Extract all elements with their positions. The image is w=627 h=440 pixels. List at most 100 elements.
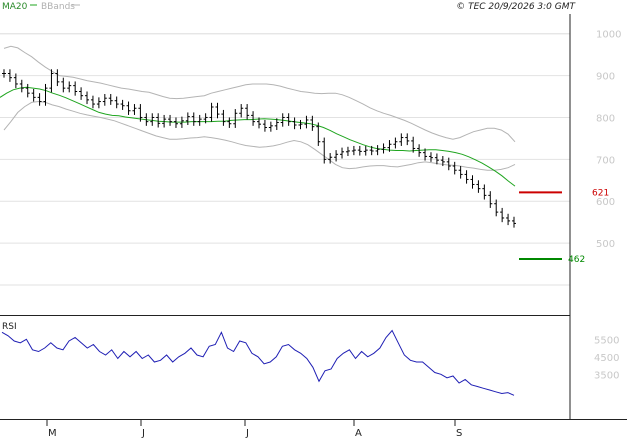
price-bar: [345, 146, 350, 156]
price-panel: [0, 14, 570, 315]
rsi-tick-label: 5500: [594, 335, 619, 346]
price-bar: [488, 191, 493, 208]
price-bar: [96, 97, 101, 109]
price-bar: [351, 145, 356, 156]
price-tick-label: 1000: [596, 30, 621, 41]
price-bar: [375, 145, 380, 156]
price-bar: [423, 148, 428, 161]
price-bar: [179, 116, 184, 128]
price-bar: [43, 83, 48, 106]
price-bar: [458, 166, 463, 179]
price-bar: [221, 109, 226, 126]
month-label: J: [245, 428, 249, 439]
price-bar: [2, 69, 6, 78]
support-level-label: 462: [568, 255, 585, 265]
price-bar: [102, 94, 107, 106]
price-bar: [245, 104, 250, 120]
price-bar: [156, 113, 161, 128]
price-bar: [144, 113, 149, 126]
price-bar: [304, 115, 309, 129]
rsi-tick-label: 4500: [594, 353, 619, 364]
price-bar: [150, 113, 155, 126]
price-series: [2, 69, 516, 228]
price-bar: [434, 153, 439, 165]
resistance-level-label: 621: [592, 188, 609, 198]
price-bar: [476, 180, 481, 193]
rsi-panel-title: RSI: [2, 322, 17, 332]
price-bar: [470, 175, 475, 189]
price-bar: [500, 207, 505, 223]
price-bar: [262, 119, 267, 132]
price-bar: [340, 147, 345, 159]
month-label: A: [355, 428, 362, 439]
price-bar: [251, 111, 256, 126]
price-bar: [268, 121, 273, 132]
rsi-tick-label: 3500: [594, 370, 619, 381]
price-bar: [357, 145, 362, 156]
price-bar: [506, 213, 511, 226]
price-bar: [440, 155, 445, 167]
price-bar: [464, 170, 469, 184]
price-bar: [191, 112, 196, 126]
price-bar: [233, 109, 238, 128]
month-label: J: [141, 428, 145, 439]
price-bar: [328, 153, 333, 164]
price-bar: [369, 145, 374, 156]
price-bar: [209, 102, 214, 122]
price-bar: [13, 73, 18, 89]
price-bar: [108, 94, 113, 105]
price-bar: [185, 112, 190, 125]
price-bar: [120, 99, 125, 110]
bband-lower-line: [3, 100, 516, 171]
price-bar: [79, 87, 84, 100]
price-bar: [393, 137, 398, 149]
price-bar: [363, 145, 368, 156]
price-bar: [55, 69, 60, 87]
ma20-legend-label: MA20: [2, 2, 28, 12]
price-bar: [417, 144, 422, 157]
price-levels: 621 462: [519, 188, 609, 265]
price-bar: [334, 150, 339, 162]
price-axis-ticks: 1000 900 800 700 600 500: [596, 30, 621, 250]
price-tick-label: 600: [596, 197, 615, 208]
bollinger-bands: [3, 45, 516, 171]
bbands-legend-label: BBands: [41, 2, 75, 12]
price-bar: [280, 113, 285, 127]
price-bar: [411, 136, 416, 153]
price-bar: [215, 102, 220, 119]
price-bar: [310, 115, 315, 131]
rsi-panel: [0, 317, 570, 417]
price-bar: [482, 184, 487, 200]
price-bar: [239, 104, 244, 118]
chart-credit: © TEC 20/9/2026 3:0 GMT: [456, 2, 576, 12]
price-bar: [274, 118, 279, 131]
price-bar: [37, 93, 42, 106]
price-bar: [227, 117, 232, 128]
price-bar: [168, 114, 173, 126]
price-bar: [138, 104, 143, 122]
price-bar: [31, 88, 36, 102]
ma20-line: [0, 86, 516, 187]
price-bar: [298, 119, 303, 130]
price-bar: [512, 216, 516, 228]
price-bar: [67, 81, 72, 93]
rsi-series: [1, 329, 515, 396]
month-label: S: [456, 428, 462, 439]
price-bar: [257, 117, 261, 129]
price-bar: [428, 152, 433, 162]
price-bar: [197, 114, 202, 126]
price-bar: [49, 69, 54, 93]
price-bar: [173, 117, 178, 128]
price-tick-label: 900: [596, 72, 615, 83]
price-bar: [446, 157, 451, 171]
price-bar: [85, 91, 90, 105]
price-bar: [405, 133, 410, 146]
month-label: M: [48, 428, 57, 439]
price-bar: [19, 79, 24, 93]
bband-upper-line: [3, 45, 516, 143]
price-bar: [452, 161, 457, 175]
price-bar: [286, 113, 291, 126]
rsi-line: [1, 329, 515, 396]
price-bar: [316, 122, 321, 146]
